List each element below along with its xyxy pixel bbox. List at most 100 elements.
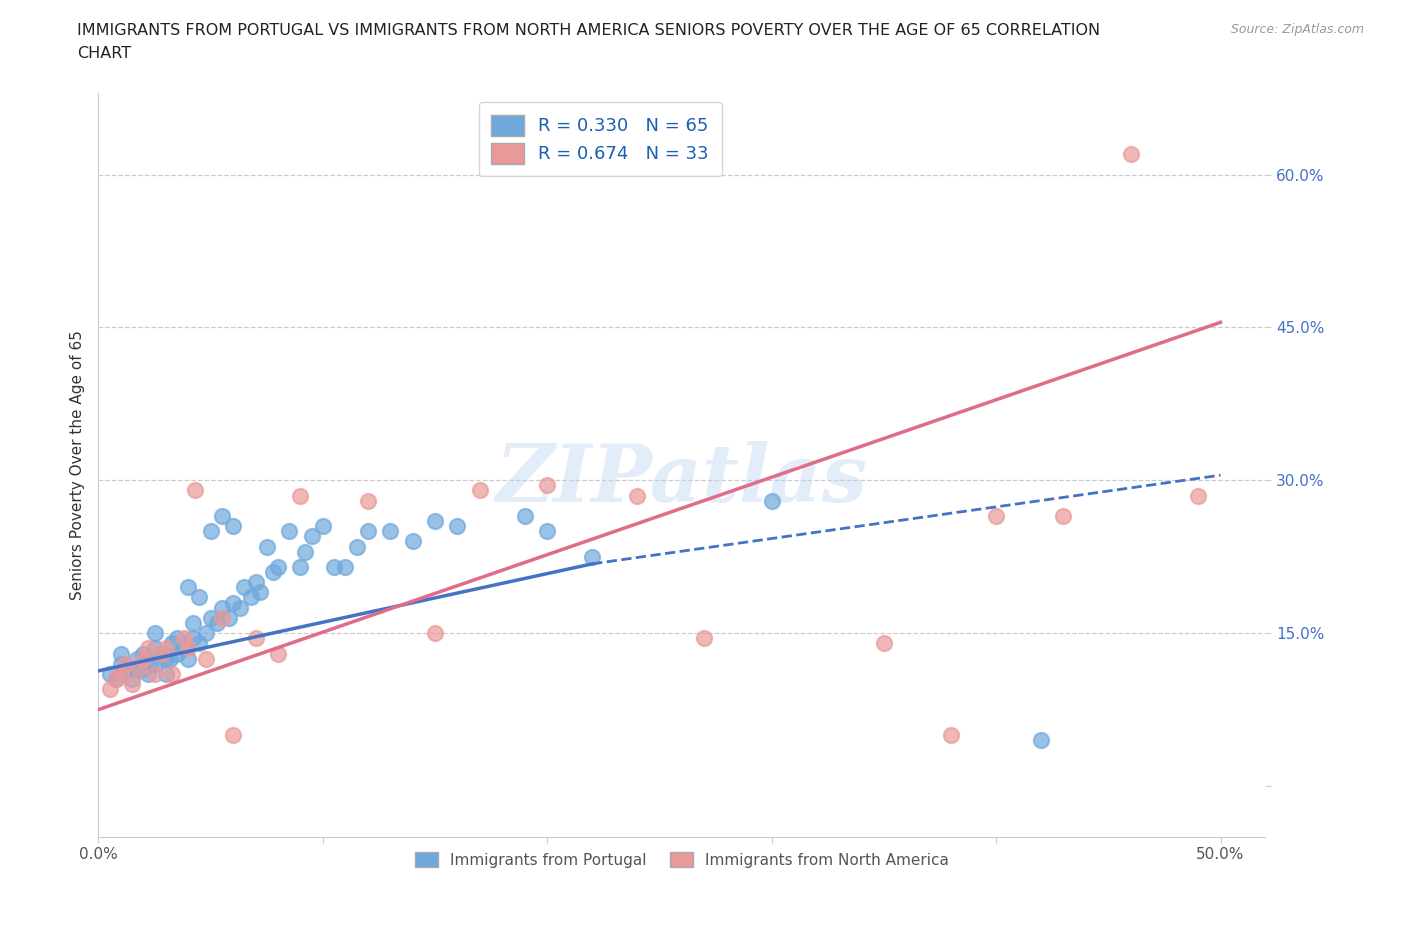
- Point: [256, 539, 278, 554]
- Point: [357, 524, 380, 538]
- Point: [245, 631, 267, 645]
- Point: [761, 493, 783, 508]
- Point: [105, 671, 128, 686]
- Point: [139, 657, 162, 671]
- Point: [229, 600, 252, 615]
- Point: [357, 493, 380, 508]
- Point: [143, 667, 166, 682]
- Text: IMMIGRANTS FROM PORTUGAL VS IMMIGRANTS FROM NORTH AMERICA SENIORS POVERTY OVER T: IMMIGRANTS FROM PORTUGAL VS IMMIGRANTS F…: [77, 23, 1101, 38]
- Point: [128, 661, 150, 676]
- Point: [110, 667, 132, 682]
- Point: [105, 671, 128, 686]
- Point: [290, 560, 312, 575]
- Point: [195, 651, 218, 666]
- Point: [626, 488, 648, 503]
- Point: [143, 657, 166, 671]
- Point: [446, 519, 468, 534]
- Point: [143, 626, 166, 641]
- Point: [207, 616, 229, 631]
- Point: [159, 651, 181, 666]
- Text: ZIPatlas: ZIPatlas: [496, 441, 868, 519]
- Point: [267, 646, 290, 661]
- Point: [114, 661, 136, 676]
- Point: [188, 590, 211, 604]
- Point: [110, 657, 132, 671]
- Y-axis label: Seniors Poverty Over the Age of 65: Seniors Poverty Over the Age of 65: [69, 330, 84, 600]
- Point: [98, 667, 121, 682]
- Point: [873, 636, 896, 651]
- Point: [181, 616, 204, 631]
- Point: [121, 661, 143, 676]
- Point: [211, 600, 233, 615]
- Point: [136, 641, 159, 656]
- Point: [143, 641, 166, 656]
- Point: [155, 641, 177, 656]
- Point: [184, 483, 207, 498]
- Point: [245, 575, 267, 590]
- Point: [941, 727, 963, 742]
- Point: [166, 646, 188, 661]
- Point: [294, 544, 316, 559]
- Point: [401, 534, 423, 549]
- Point: [1119, 147, 1142, 162]
- Point: [211, 509, 233, 524]
- Point: [693, 631, 716, 645]
- Point: [513, 509, 536, 524]
- Point: [177, 651, 200, 666]
- Point: [346, 539, 368, 554]
- Point: [110, 646, 132, 661]
- Point: [233, 580, 256, 595]
- Point: [536, 478, 558, 493]
- Point: [278, 524, 301, 538]
- Point: [218, 610, 240, 625]
- Point: [177, 580, 200, 595]
- Point: [211, 610, 233, 625]
- Point: [181, 631, 204, 645]
- Point: [150, 646, 173, 661]
- Point: [162, 667, 184, 682]
- Point: [581, 550, 603, 565]
- Point: [200, 524, 222, 538]
- Text: CHART: CHART: [77, 46, 131, 61]
- Point: [1187, 488, 1209, 503]
- Point: [188, 636, 211, 651]
- Point: [222, 519, 245, 534]
- Point: [173, 641, 195, 656]
- Point: [177, 641, 200, 656]
- Point: [1029, 733, 1052, 748]
- Point: [312, 519, 335, 534]
- Point: [380, 524, 402, 538]
- Point: [136, 667, 159, 682]
- Point: [132, 651, 155, 666]
- Point: [173, 631, 195, 645]
- Point: [335, 560, 357, 575]
- Point: [536, 524, 558, 538]
- Point: [301, 529, 323, 544]
- Point: [155, 667, 177, 682]
- Point: [290, 488, 312, 503]
- Point: [323, 560, 346, 575]
- Point: [984, 509, 1007, 524]
- Point: [128, 661, 150, 676]
- Point: [267, 560, 290, 575]
- Point: [200, 610, 222, 625]
- Text: Source: ZipAtlas.com: Source: ZipAtlas.com: [1230, 23, 1364, 36]
- Point: [98, 682, 121, 697]
- Point: [132, 646, 155, 661]
- Point: [222, 595, 245, 610]
- Point: [155, 651, 177, 666]
- Point: [121, 671, 143, 686]
- Point: [222, 727, 245, 742]
- Point: [423, 513, 446, 528]
- Point: [162, 636, 184, 651]
- Point: [262, 565, 284, 579]
- Point: [125, 651, 148, 666]
- Point: [132, 661, 155, 676]
- Point: [150, 646, 173, 661]
- Point: [249, 585, 271, 600]
- Point: [166, 631, 188, 645]
- Point: [468, 483, 491, 498]
- Point: [423, 626, 446, 641]
- Point: [240, 590, 263, 604]
- Point: [1052, 509, 1074, 524]
